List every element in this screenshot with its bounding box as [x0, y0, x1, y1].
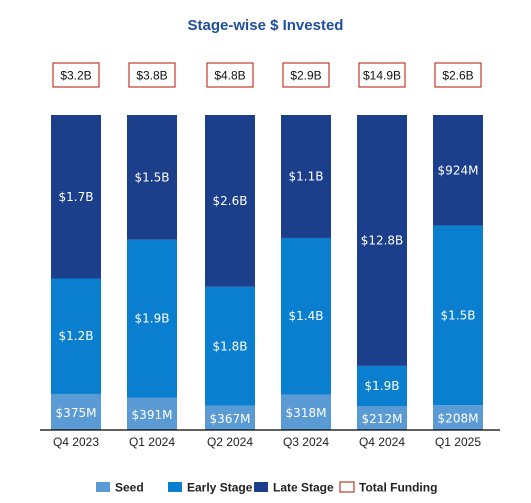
total-funding-q3-2024: $2.9B: [282, 62, 330, 88]
bars-area: $375M $1.2B $1.7B $391M $1.9B $1.5B $367M $1.8B…: [51, 115, 483, 430]
bar-segment-seed-q4-2023: [51, 393, 101, 430]
chart-title: Stage-wise $ Invested: [188, 17, 344, 34]
data-label-late-stage-q1-2024: $1.5B: [135, 170, 170, 184]
bar-segment-late-stage-q4-2024: [357, 115, 407, 366]
bar-segment-early-stage-q1-2025: [433, 225, 483, 406]
data-label-seed-q2-2024: $367M: [210, 412, 251, 426]
bar-segment-early-stage-q4-2024: [357, 365, 407, 406]
data-label-late-stage-q4-2024: $12.8B: [361, 233, 404, 247]
legend-swatch-total-funding: [339, 481, 355, 493]
data-label-early-stage-q1-2024: $1.9B: [135, 312, 170, 326]
x-tick-q4-2023: Q4 2023: [53, 435, 99, 449]
data-label-late-stage-q1-2025: $924M: [438, 163, 479, 177]
data-label-early-stage-q4-2024: $1.9B: [365, 379, 400, 393]
total-funding-label-q4-2023: $3.2B: [60, 69, 91, 83]
data-label-early-stage-q1-2025: $1.5B: [441, 308, 476, 322]
legend-swatch-early-stage: [168, 482, 182, 492]
legend-item-seed: Seed: [96, 481, 144, 495]
legend: Seed Early Stage Late Stage Total Funding: [96, 481, 437, 495]
bar-q3-2024: $318M $1.4B $1.1B: [281, 115, 331, 430]
bar-segment-seed-q4-2024: [357, 406, 407, 430]
data-label-early-stage-q4-2023: $1.2B: [59, 329, 94, 343]
bar-segment-seed-q1-2025: [433, 405, 483, 430]
bar-q4-2023: $375M $1.2B $1.7B: [51, 115, 101, 430]
total-funding-box: [358, 62, 406, 88]
bar-segment-seed-q2-2024: [205, 405, 255, 430]
total-funding-box: [128, 62, 176, 88]
bar-segment-early-stage-q2-2024: [205, 286, 255, 406]
total-funding-q2-2024: $4.8B: [206, 62, 254, 88]
legend-swatch-seed: [96, 482, 110, 492]
legend-label-late-stage: Late Stage: [273, 481, 334, 495]
bar-q4-2024: $212M $1.9B $12.8B: [357, 115, 407, 430]
bar-q2-2024: $367M $1.8B $2.6B: [205, 115, 255, 430]
total-funding-q4-2023: $3.2B: [52, 62, 100, 88]
bar-segment-early-stage-q3-2024: [281, 237, 331, 395]
total-funding-q1-2024: $3.8B: [128, 62, 176, 88]
data-label-seed-q3-2024: $318M: [286, 406, 327, 420]
bar-segment-early-stage-q4-2023: [51, 278, 101, 394]
bar-q1-2024: $391M $1.9B $1.5B: [127, 115, 177, 430]
total-funding-q1-2025: $2.6B: [434, 62, 482, 88]
bar-segment-seed-q3-2024: [281, 394, 331, 430]
data-label-seed-q1-2025: $208M: [438, 412, 479, 426]
legend-item-total-funding: Total Funding: [339, 481, 437, 495]
bar-segment-late-stage-q3-2024: [281, 115, 331, 238]
x-tick-q1-2024: Q1 2024: [129, 435, 175, 449]
legend-item-late-stage: Late Stage: [254, 481, 334, 495]
legend-label-early-stage: Early Stage: [187, 481, 253, 495]
bar-segment-late-stage-q1-2024: [127, 115, 177, 240]
total-funding-label-q2-2024: $4.8B: [214, 69, 245, 83]
total-funding-label-q4-2024: $14.9B: [363, 69, 401, 83]
data-label-early-stage-q3-2024: $1.4B: [289, 309, 324, 323]
data-label-late-stage-q4-2023: $1.7B: [59, 190, 94, 204]
legend-label-seed: Seed: [115, 481, 144, 495]
data-label-late-stage-q3-2024: $1.1B: [289, 169, 324, 183]
bar-segment-late-stage-q4-2023: [51, 115, 101, 279]
total-funding-box: [206, 62, 254, 88]
x-tick-q2-2024: Q2 2024: [207, 435, 253, 449]
total-funding-label-q1-2024: $3.8B: [136, 69, 167, 83]
legend-swatch-late-stage: [254, 482, 268, 492]
data-label-seed-q4-2024: $212M: [362, 412, 403, 426]
total-funding-box: [52, 62, 100, 88]
legend-item-early-stage: Early Stage: [168, 481, 253, 495]
data-label-seed-q4-2023: $375M: [56, 406, 97, 420]
data-label-early-stage-q2-2024: $1.8B: [213, 339, 248, 353]
x-tick-q1-2025: Q1 2025: [435, 435, 481, 449]
x-axis-tick-labels: Q4 2023 Q1 2024 Q2 2024 Q3 2024 Q4 2024 Q1 20…: [53, 435, 481, 449]
total-funding-label-q1-2025: $2.6B: [442, 69, 473, 83]
x-tick-q4-2024: Q4 2024: [359, 435, 405, 449]
bar-q1-2025: $208M $1.5B $924M: [433, 115, 483, 430]
bar-segment-late-stage-q2-2024: [205, 115, 255, 287]
bar-segment-late-stage-q1-2025: [433, 115, 483, 226]
total-funding-label-q3-2024: $2.9B: [290, 69, 321, 83]
total-funding-box: [282, 62, 330, 88]
total-funding-box: [434, 62, 482, 88]
legend-label-total-funding: Total Funding: [359, 481, 437, 495]
x-tick-q3-2024: Q3 2024: [283, 435, 329, 449]
data-label-late-stage-q2-2024: $2.6B: [213, 194, 248, 208]
data-label-seed-q1-2024: $391M: [132, 408, 173, 422]
total-funding-q4-2024: $14.9B: [358, 62, 406, 88]
bar-segment-seed-q1-2024: [127, 397, 177, 430]
bar-segment-early-stage-q1-2024: [127, 239, 177, 398]
total-funding-row: $3.2B $3.8B $4.8B $2.9B $14.9B $2.6B: [52, 62, 482, 88]
